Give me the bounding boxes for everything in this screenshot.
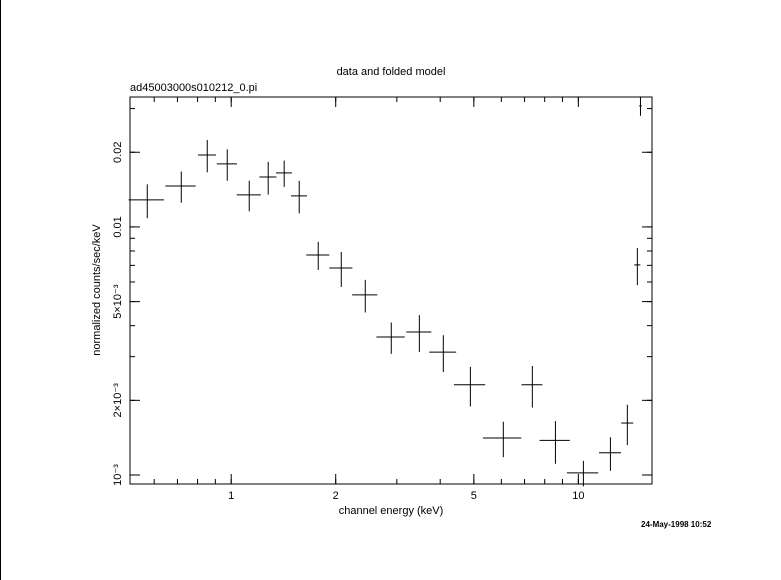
- chart-title: data and folded model: [337, 66, 446, 78]
- y-tick-label: 0.01: [112, 216, 124, 237]
- y-axis-label: normalized counts/sec/keV: [91, 224, 103, 356]
- x-tick-label: 1: [228, 490, 234, 502]
- y-tick-label: 5×10⁻³: [112, 284, 124, 319]
- y-tick-label: 2×10⁻³: [112, 383, 124, 418]
- timestamp: 24-May-1998 10:52: [641, 520, 712, 529]
- x-tick-label: 10: [572, 490, 584, 502]
- chart-subtitle: ad45003000s010212_0.pi: [130, 82, 257, 94]
- plot-frame: [129, 96, 653, 485]
- x-axis-label: channel energy (keV): [339, 505, 444, 517]
- x-tick-label: 2: [333, 490, 339, 502]
- y-tick-label: 10⁻³: [112, 464, 124, 486]
- y-tick-label: 0.02: [112, 142, 124, 163]
- x-tick-label: 5: [471, 490, 477, 502]
